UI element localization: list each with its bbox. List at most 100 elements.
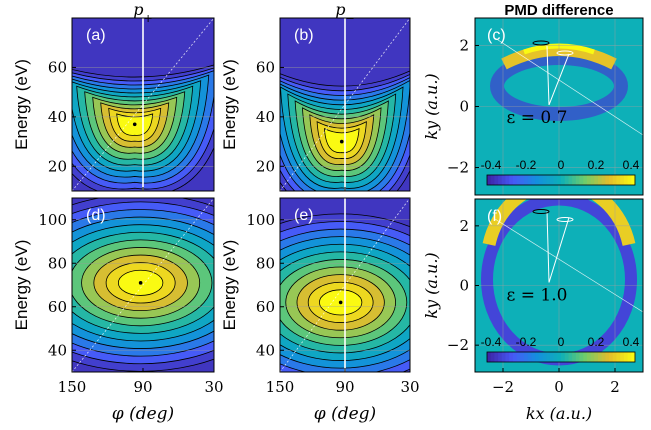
y-axis-label: ky (a.u.) bbox=[422, 252, 441, 318]
annotation: ε = 0.7 bbox=[507, 108, 568, 128]
colorbar-segment bbox=[586, 175, 592, 185]
colorbar-segment bbox=[590, 352, 595, 362]
colorbar-tick-label: -0.4 bbox=[481, 335, 502, 349]
colorbar-segment bbox=[583, 352, 588, 362]
annotation: ε = 1.0 bbox=[507, 286, 568, 306]
colorbar-segment bbox=[623, 175, 629, 185]
y-tick-label: 80 bbox=[48, 254, 67, 272]
colorbar-segment bbox=[605, 175, 610, 185]
y-axis-label: Energy (eV) bbox=[12, 240, 31, 331]
marker-ellipse bbox=[532, 40, 550, 46]
positive-arc bbox=[482, 199, 636, 246]
colorbar-segment bbox=[620, 352, 625, 362]
colorbar-tick-label: 0 bbox=[558, 158, 565, 172]
marker-ellipse bbox=[556, 50, 574, 56]
colorbar-segment bbox=[564, 175, 569, 185]
colorbar-segment bbox=[527, 175, 532, 185]
y-tick-label: 2 bbox=[459, 217, 469, 235]
colorbar-tick-label: 0.4 bbox=[623, 158, 640, 172]
colorbar-segment bbox=[557, 352, 562, 362]
colorbar-segment bbox=[546, 175, 551, 185]
colorbar-segment bbox=[505, 352, 510, 362]
marker-ellipse bbox=[556, 217, 574, 223]
plot-area bbox=[280, 18, 410, 191]
panel-a: (a) 20 40 60 Energy (eV) p+ bbox=[12, 0, 215, 192]
colorbar-segment bbox=[509, 352, 514, 362]
colorbar-segment bbox=[575, 175, 580, 185]
y-axis-label: Energy (eV) bbox=[220, 240, 239, 331]
colorbar-tick-label: 0.4 bbox=[623, 335, 640, 349]
colorbar-tick-label: -0.2 bbox=[516, 335, 537, 349]
colorbar-segment bbox=[538, 352, 543, 362]
y-axis-label: Energy (eV) bbox=[12, 59, 31, 150]
colorbar-segment bbox=[549, 175, 555, 185]
pointer-line bbox=[546, 45, 550, 105]
colorbar-segment bbox=[531, 352, 536, 362]
y-tick-label: 100 bbox=[38, 211, 67, 229]
colorbar-segment bbox=[561, 175, 566, 185]
y-tick-label: 60 bbox=[256, 298, 275, 316]
colorbar-segment bbox=[561, 352, 566, 362]
colorbar-segment bbox=[612, 352, 617, 362]
column-title: p+ bbox=[133, 0, 152, 25]
panel-e: (e) 40 60 80 100 150 90 30 Energy (eV) φ (deg) bbox=[220, 197, 420, 424]
y-tick-label: 40 bbox=[256, 341, 275, 359]
colorbar-segment bbox=[501, 352, 506, 362]
x-tick-label: 30 bbox=[204, 378, 223, 396]
colorbar-segment bbox=[512, 175, 518, 185]
colorbar-segment bbox=[609, 175, 614, 185]
diagonal-guide bbox=[72, 18, 214, 191]
colorbar-segment bbox=[487, 175, 492, 185]
x-tick-label: 150 bbox=[58, 378, 87, 396]
panel-label: (b) bbox=[294, 27, 314, 44]
colorbar-segment bbox=[501, 175, 506, 185]
colorbar-segment bbox=[487, 352, 492, 362]
colorbar-segment bbox=[601, 352, 606, 362]
colorbar-segment bbox=[553, 352, 558, 362]
colorbar-segment bbox=[564, 352, 569, 362]
y-tick-label: 40 bbox=[256, 108, 275, 126]
colorbar-tick-label: -0.2 bbox=[516, 158, 537, 172]
plot-area bbox=[280, 198, 410, 372]
y-tick-label: 40 bbox=[48, 108, 67, 126]
colorbar-segment bbox=[516, 352, 521, 362]
colorbar-segment bbox=[538, 175, 543, 185]
colorbar-segment bbox=[612, 175, 617, 185]
x-tick-label: 2 bbox=[610, 378, 620, 396]
colorbar-segment bbox=[586, 352, 592, 362]
y-tick-label: 20 bbox=[48, 157, 67, 175]
colorbar-frame bbox=[486, 351, 636, 363]
colorbar-tick-label: 0 bbox=[558, 335, 565, 349]
colorbar-segment bbox=[627, 175, 632, 185]
colorbar-segment bbox=[498, 352, 503, 362]
y-tick-label: 100 bbox=[246, 211, 275, 229]
colorbar-frame bbox=[486, 174, 636, 186]
colorbar-segment bbox=[572, 175, 577, 185]
marker-ellipse bbox=[532, 209, 550, 215]
y-tick-label: −2 bbox=[447, 336, 469, 354]
peak-marker bbox=[138, 281, 143, 285]
plot-area bbox=[72, 198, 214, 372]
colorbar-segment bbox=[605, 352, 610, 362]
plot-area bbox=[475, 18, 643, 195]
colorbar-segment bbox=[553, 175, 558, 185]
colorbar-segment bbox=[509, 175, 514, 185]
peak-marker bbox=[339, 139, 344, 144]
colorbar-segment bbox=[524, 175, 529, 185]
colorbar-segment bbox=[609, 352, 614, 362]
peak-marker bbox=[132, 122, 137, 127]
colorbar-segment bbox=[590, 175, 595, 185]
pointer-line bbox=[546, 211, 550, 283]
y-tick-label: 60 bbox=[48, 58, 67, 76]
colorbar-segment bbox=[620, 175, 625, 185]
x-tick-label: −2 bbox=[492, 378, 514, 396]
pointer-line bbox=[548, 53, 570, 106]
y-axis-label: Energy (eV) bbox=[220, 59, 239, 150]
colorbar-segment bbox=[494, 175, 499, 185]
x-axis-label: φ (deg) bbox=[314, 404, 376, 424]
colorbar-segment bbox=[535, 352, 540, 362]
peak-marker bbox=[338, 300, 343, 305]
colorbar-segment bbox=[512, 352, 518, 362]
y-tick-label: 2 bbox=[459, 36, 469, 54]
